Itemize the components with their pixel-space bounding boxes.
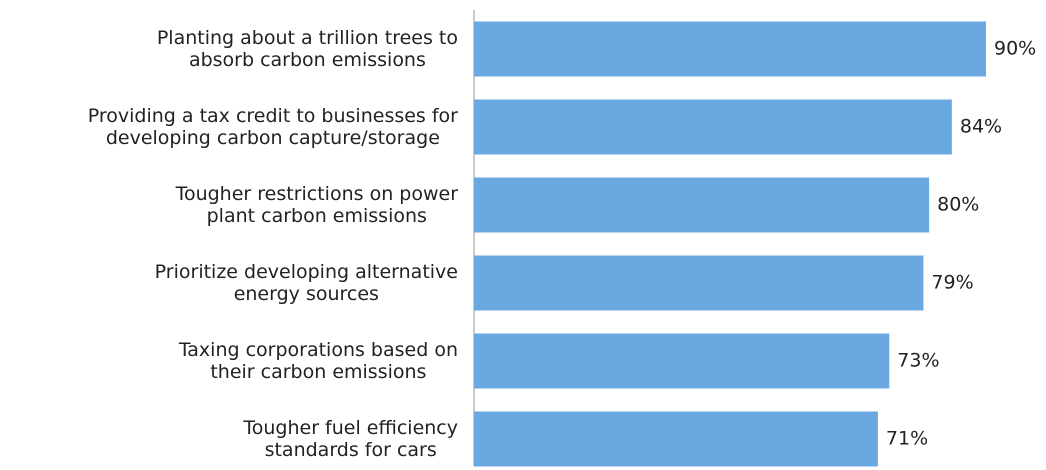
value-label: 80% bbox=[937, 194, 979, 216]
bar bbox=[474, 177, 930, 233]
category-label: Tougher fuel efficiency standards for ca… bbox=[243, 417, 458, 461]
value-label: 84% bbox=[960, 116, 1002, 138]
value-label: 79% bbox=[931, 272, 973, 294]
category-label: Planting about a trillion trees to absor… bbox=[156, 27, 458, 71]
bar bbox=[474, 99, 952, 155]
category-label: Providing a tax credit to businesses for… bbox=[87, 105, 458, 149]
value-label: 73% bbox=[897, 350, 939, 372]
bar bbox=[474, 411, 878, 467]
category-label: Taxing corporations based on their carbo… bbox=[178, 339, 458, 383]
value-label: 90% bbox=[994, 38, 1036, 60]
category-label: Prioritize developing alternative energy… bbox=[154, 261, 458, 305]
value-label: 71% bbox=[886, 428, 928, 450]
bar bbox=[474, 21, 986, 77]
category-label: Tougher restrictions on power plant carb… bbox=[175, 183, 458, 227]
bar bbox=[474, 255, 924, 311]
bar bbox=[474, 333, 890, 389]
